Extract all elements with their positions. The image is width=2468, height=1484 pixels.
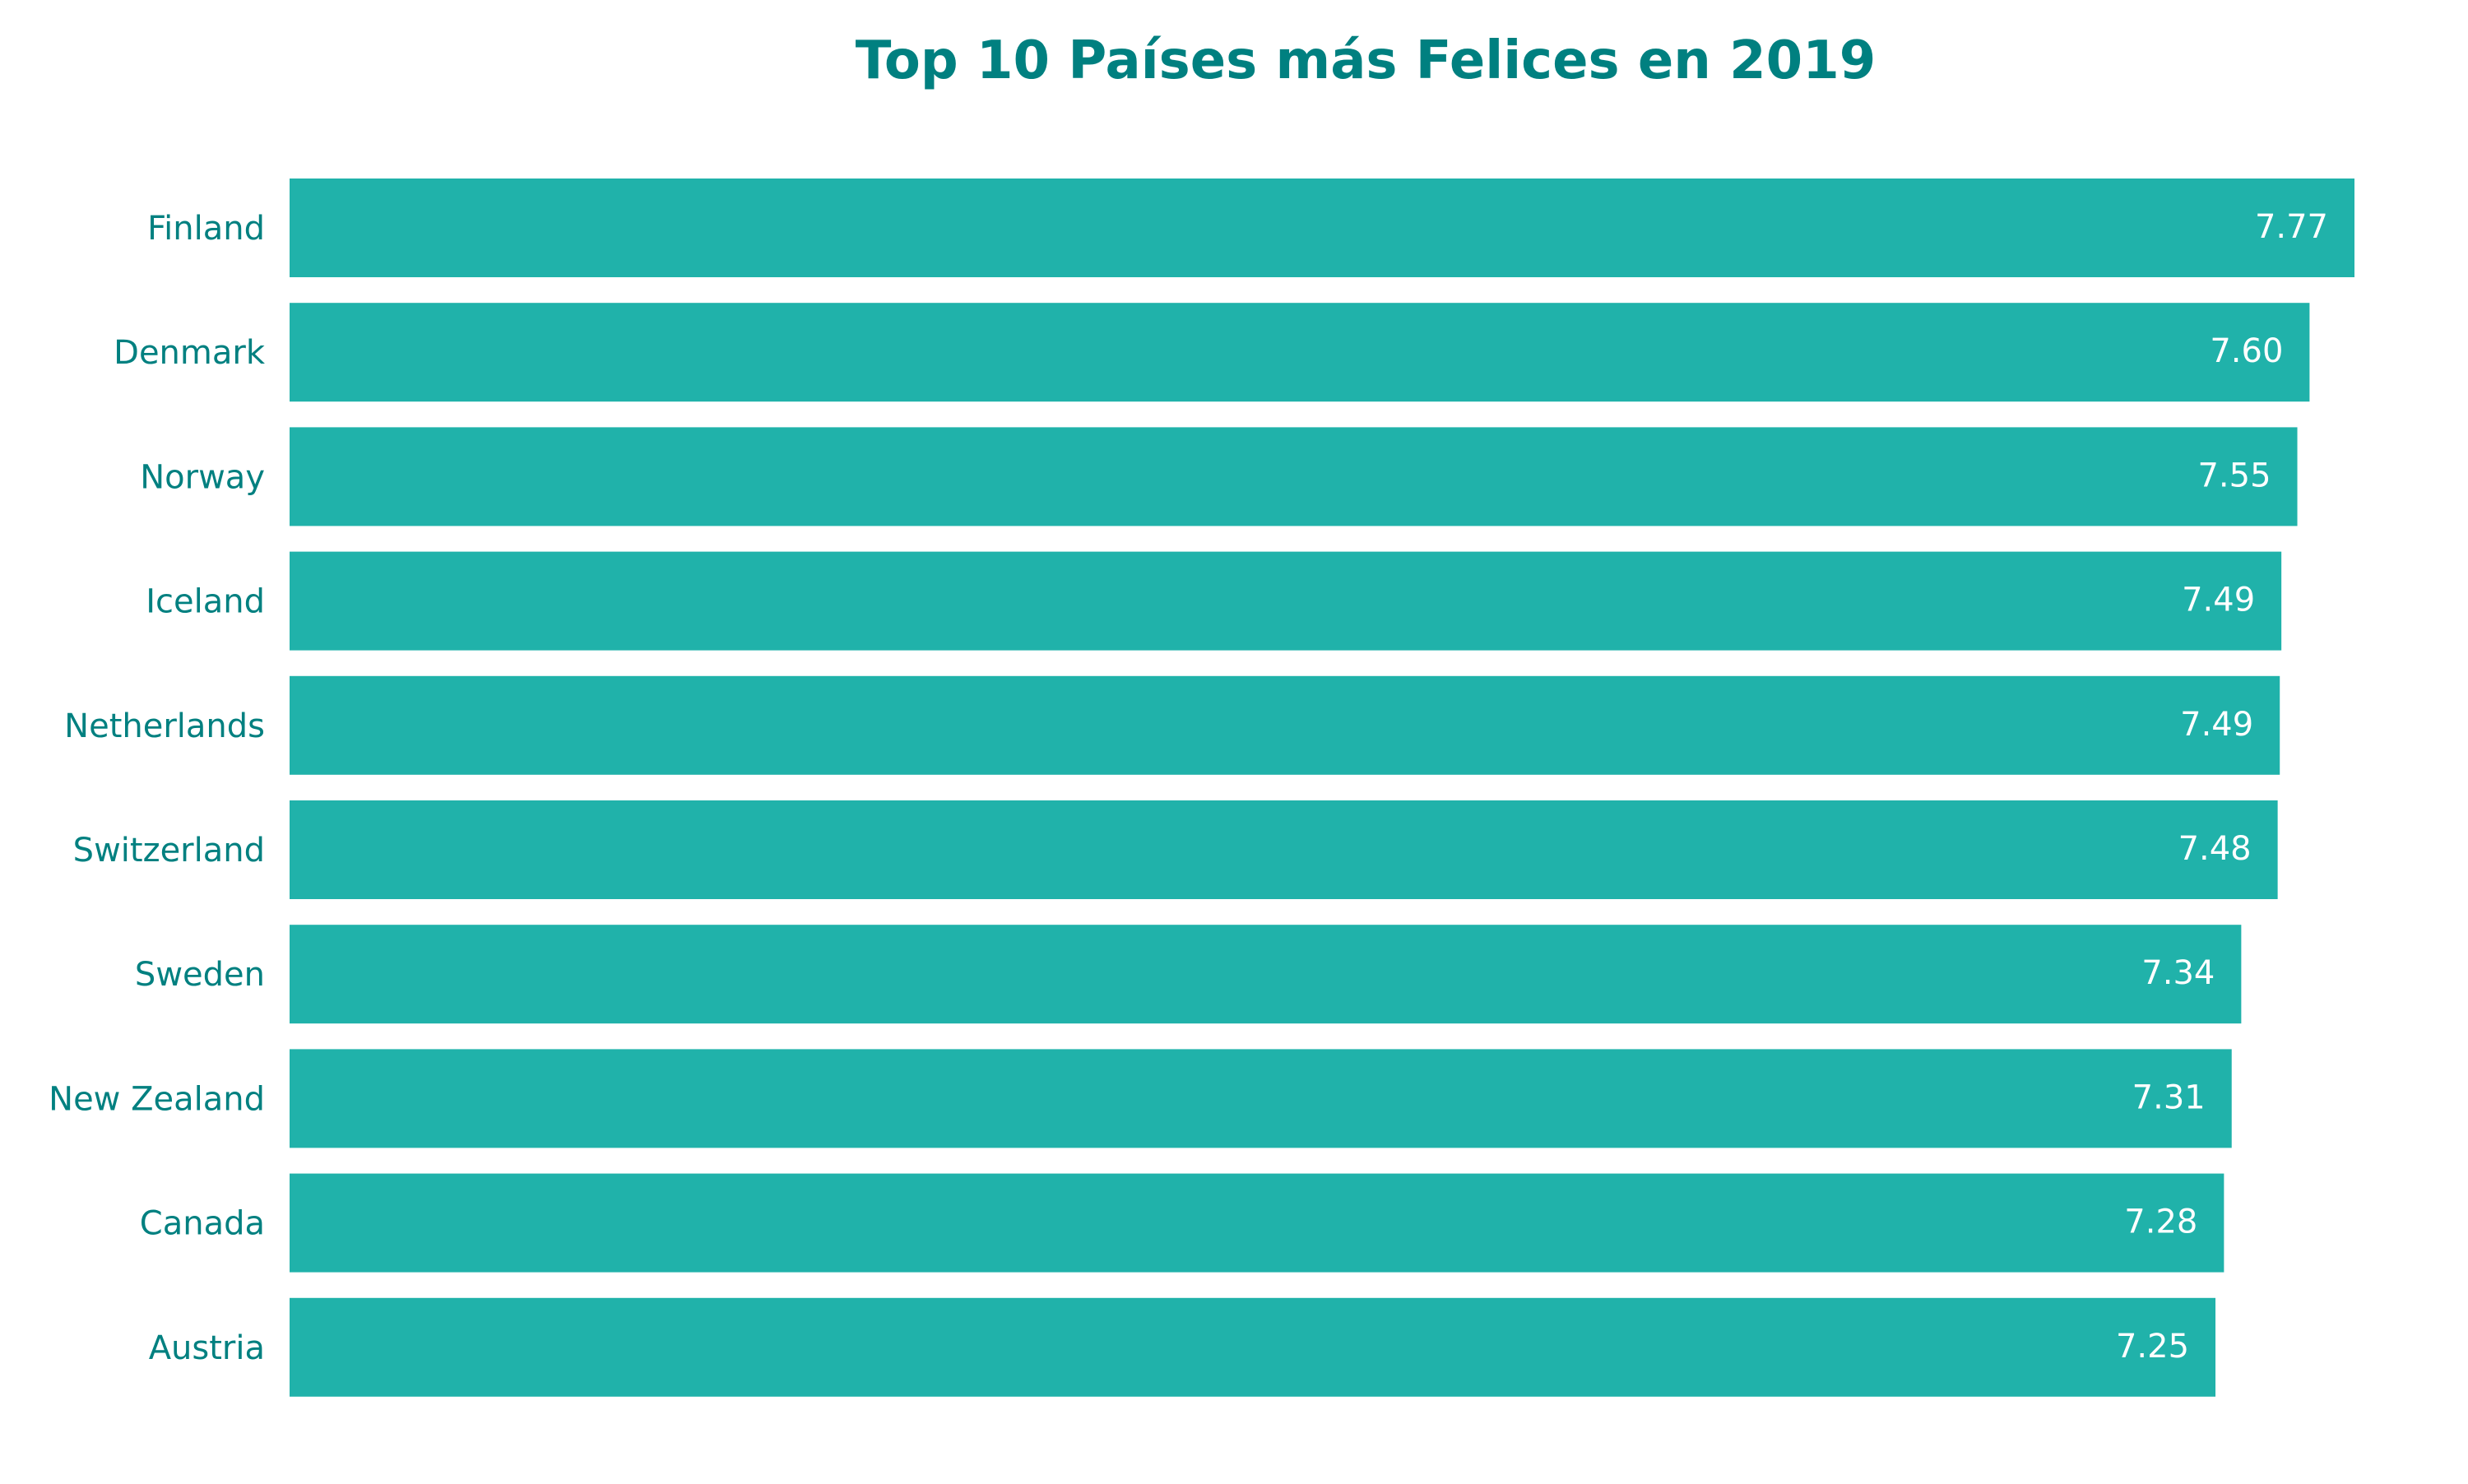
bar-new-zealand xyxy=(290,1049,2232,1148)
category-label: Sweden xyxy=(135,956,265,994)
bar-finland xyxy=(290,179,2354,277)
value-label: 7.31 xyxy=(2132,1078,2206,1116)
bar-norway xyxy=(290,427,2298,526)
value-label: 7.55 xyxy=(2197,457,2271,494)
category-label: Denmark xyxy=(114,334,266,372)
value-label: 7.28 xyxy=(2124,1203,2197,1241)
category-label: Finland xyxy=(147,210,265,248)
value-label: 7.60 xyxy=(2210,332,2283,370)
value-label: 7.77 xyxy=(2255,208,2328,246)
bar-sweden xyxy=(290,925,2242,1024)
category-label: New Zealand xyxy=(49,1080,265,1118)
category-label: Netherlands xyxy=(64,707,265,745)
value-label: 7.34 xyxy=(2141,954,2215,992)
value-label: 7.49 xyxy=(2182,582,2255,619)
value-label: 7.25 xyxy=(2116,1328,2189,1366)
bar-iceland xyxy=(290,551,2282,651)
category-label: Switzerland xyxy=(73,832,265,870)
category-label: Austria xyxy=(149,1329,265,1367)
bar-canada xyxy=(290,1173,2224,1273)
bar-switzerland xyxy=(290,800,2278,899)
category-label: Iceland xyxy=(146,583,265,621)
value-label: 7.49 xyxy=(2180,706,2253,744)
value-label: 7.48 xyxy=(2178,830,2252,868)
bars-layer: Finland 7.77 Denmark 7.60 Norway 7.55 Iceland 7… xyxy=(49,179,2354,1397)
chart-title: Top 10 Países más Felices en 2019 xyxy=(856,30,1877,91)
bar-austria xyxy=(290,1297,2216,1397)
bar-netherlands xyxy=(290,675,2280,775)
bar-denmark xyxy=(290,303,2310,402)
category-label: Canada xyxy=(140,1205,265,1243)
category-label: Norway xyxy=(140,458,265,496)
